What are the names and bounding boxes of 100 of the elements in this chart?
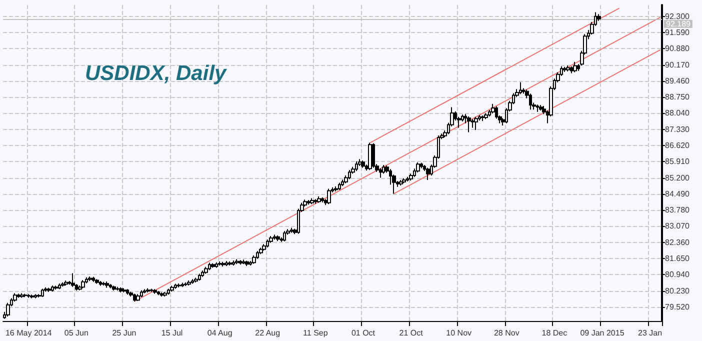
candlestick [61, 282, 65, 287]
y-tick-label: 88.750 [665, 92, 690, 102]
candlestick [495, 106, 498, 120]
candlestick [71, 272, 75, 288]
candlestick [290, 227, 293, 234]
candlestick [314, 198, 317, 204]
candlestick [13, 292, 17, 302]
candlestick [355, 160, 358, 172]
candlestick [140, 290, 143, 298]
candlestick [105, 280, 109, 288]
candlestick [187, 280, 191, 286]
candlestick [143, 288, 146, 294]
candlestick [170, 285, 174, 292]
y-tick-label: 86.620 [665, 140, 690, 150]
candlestick [519, 82, 522, 95]
candlestick [64, 280, 68, 286]
candlestick [153, 288, 157, 294]
candlestick [338, 182, 341, 191]
candlestick [252, 255, 256, 264]
candlestick [58, 282, 61, 290]
candlestick [122, 288, 126, 293]
y-tick-label: 82.360 [665, 238, 690, 247]
candlestick [109, 284, 112, 289]
candlestick [163, 291, 167, 297]
candlestick [382, 164, 385, 174]
candlestick [283, 230, 286, 242]
candlestick [420, 162, 423, 169]
candlestick [204, 266, 208, 274]
y-tick-label: 83.070 [665, 222, 690, 231]
candlestick [228, 260, 232, 266]
candlestick [81, 280, 85, 289]
y-tick-label: 90.880 [665, 44, 690, 54]
candlestick [150, 288, 153, 292]
candlestick [273, 234, 276, 240]
y-tick-label: 85.200 [665, 173, 690, 182]
candlestick [146, 288, 150, 293]
candlestick [198, 273, 201, 282]
y-tick-label: 90.170 [665, 60, 690, 70]
candlestick [307, 200, 310, 206]
x-tick-label: 10 Nov [446, 328, 472, 338]
candlestick [529, 93, 532, 110]
y-tick-label: 83.780 [665, 206, 690, 215]
x-tick-label: 28 Nov [494, 328, 520, 338]
x-tick-label: 01 Oct [351, 328, 376, 338]
x-tick-label: 21 Oct [399, 328, 424, 338]
candlestick [136, 294, 140, 302]
candlestick [334, 186, 338, 192]
candlestick [570, 66, 573, 74]
candlestick [92, 276, 95, 282]
candlestick [23, 293, 27, 298]
candlestick [30, 294, 34, 299]
x-tick-label: 18 Dec [542, 328, 568, 338]
ref-line-label: 92.189 [666, 19, 692, 28]
candlestick [6, 302, 10, 317]
candlestick [242, 259, 245, 265]
x-tick-label: 05 Jun [64, 328, 88, 338]
candlestick [276, 235, 280, 242]
candlestick [361, 160, 365, 168]
y-tick-label: 89.460 [665, 76, 690, 86]
x-tick-label: 22 Aug [255, 328, 280, 338]
candlestick [266, 239, 269, 248]
candlestick [191, 278, 194, 284]
candlestick [221, 261, 225, 267]
candlestick [102, 281, 105, 286]
y-tick-label: 80.230 [665, 286, 690, 296]
candlestick [157, 290, 160, 296]
candlestick [536, 104, 539, 112]
x-tick-label: 15 Jul [161, 328, 183, 338]
y-tick-label: 87.330 [665, 124, 690, 134]
candlestick [481, 114, 484, 122]
y-tick-label: 88.040 [665, 108, 690, 118]
candlestick [95, 278, 99, 284]
y-tick-label: 84.490 [665, 189, 690, 198]
candlestick [34, 294, 37, 299]
x-tick-label: 16 May 2014 [5, 328, 52, 338]
candlestick [416, 162, 420, 173]
candlestick [167, 288, 170, 296]
candlestick [372, 142, 375, 168]
y-tick-label: 91.590 [665, 28, 690, 38]
candlestick [41, 288, 44, 298]
y-tick-label: 81.650 [665, 254, 690, 263]
candlestick [563, 66, 566, 72]
candlestick [573, 61, 577, 73]
candlestick [194, 277, 198, 283]
candlestick [177, 282, 181, 288]
candlestick [218, 260, 222, 266]
y-tick-label: 79.520 [665, 302, 690, 312]
candlestick [27, 294, 30, 298]
candlestick [126, 288, 129, 296]
candlestick [184, 282, 187, 286]
candlestick [262, 244, 266, 252]
candlestick [321, 196, 324, 203]
candlestick [239, 260, 242, 266]
candlestick [348, 170, 351, 180]
candlestick [235, 258, 239, 265]
candlestick [215, 262, 218, 268]
candlestick [269, 235, 273, 244]
candlestick [426, 167, 430, 181]
x-tick-label: 25 Jun [112, 328, 136, 338]
candlestick [112, 285, 116, 292]
